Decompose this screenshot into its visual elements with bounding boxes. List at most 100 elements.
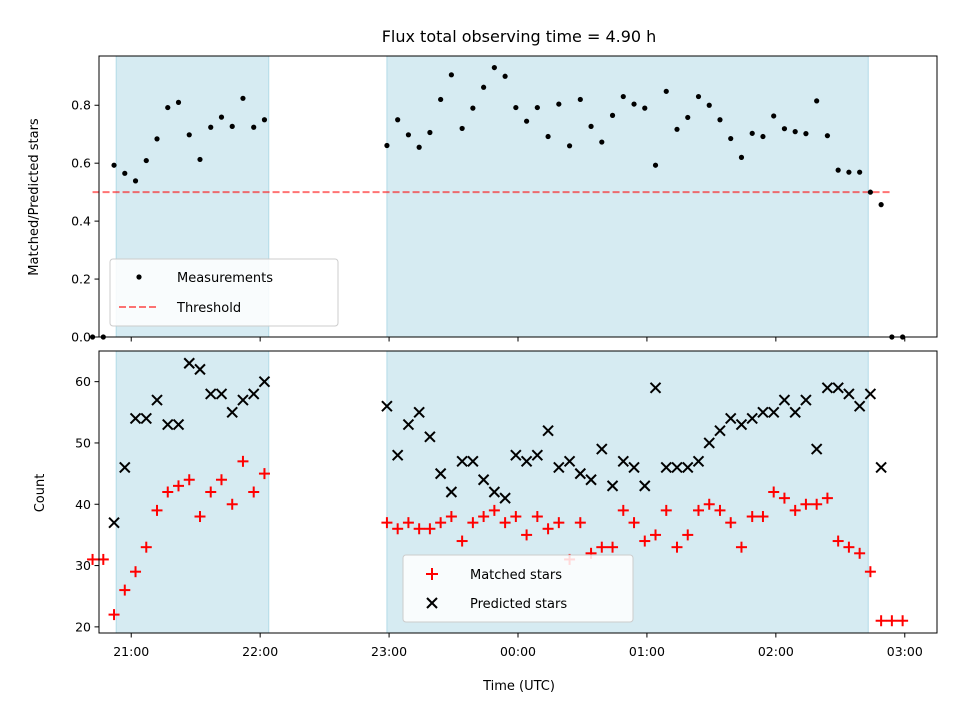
measurements-point xyxy=(534,104,540,111)
measurements-legend-label: Measurements xyxy=(177,271,273,286)
predicted-stars-point xyxy=(402,418,415,431)
measurements-point xyxy=(481,84,487,90)
measurements-point xyxy=(566,143,573,149)
predicted-stars-point xyxy=(821,382,834,394)
predicted-stars-point xyxy=(424,431,436,443)
measurements-point xyxy=(738,154,745,160)
matched-stars-point xyxy=(628,517,640,529)
matched-stars-point xyxy=(151,504,163,516)
predicted-stars-point xyxy=(162,418,174,431)
measurements-point xyxy=(857,169,863,175)
predicted-stars-point xyxy=(456,455,468,468)
matched-stars-point xyxy=(258,468,270,480)
predicted-stars-point xyxy=(671,461,683,474)
predicted-stars-point xyxy=(119,461,131,474)
matched-stars-point xyxy=(854,547,866,559)
matched-stars-point xyxy=(778,492,790,504)
predicted-stars-point xyxy=(488,486,501,498)
matched-stars-point xyxy=(746,511,758,523)
measurements-point xyxy=(814,98,820,104)
ratio-legend-box xyxy=(109,258,339,327)
ratio-y-ticks: 0.0 0.2 0.4 0.6 0.8 xyxy=(71,98,99,345)
measurements-point xyxy=(208,124,214,130)
measurements-point xyxy=(240,95,246,101)
matched-stars-point xyxy=(843,541,855,553)
matched-stars-point xyxy=(875,615,887,627)
measurements-point xyxy=(706,102,712,108)
predicted-stars-point xyxy=(129,412,142,425)
matched-legend-marker xyxy=(426,568,438,580)
predicted-stars-point xyxy=(660,461,672,474)
matched-stars-point xyxy=(671,541,683,553)
matched-stars-point xyxy=(768,486,780,498)
predicted-stars-point xyxy=(585,474,597,486)
matched-stars-point xyxy=(119,584,131,596)
predicted-stars-point xyxy=(510,449,522,461)
matched-stars-point xyxy=(510,511,522,523)
count-x-tick-label: 00:00 xyxy=(500,644,536,659)
count-y-tick-label: 40 xyxy=(75,497,91,512)
matched-stars-point xyxy=(789,504,801,516)
predicted-stars-point xyxy=(183,357,195,369)
matched-stars-point xyxy=(692,504,704,516)
count-observing-span-1 xyxy=(115,350,270,634)
measurements-point xyxy=(218,114,225,120)
predicted-stars-point xyxy=(413,406,425,419)
measurements-point xyxy=(588,123,594,129)
measurements-point xyxy=(229,123,235,129)
count-y-ticks: 20 30 40 50 60 xyxy=(75,374,99,634)
matched-stars-point xyxy=(660,504,672,516)
measurements-point xyxy=(89,334,96,340)
ratio-y-tick-label: 0.4 xyxy=(71,214,91,229)
predicted-stars-point xyxy=(542,424,554,437)
matched-stars-point xyxy=(435,517,447,529)
count-y-axis-label: Count xyxy=(33,474,48,513)
measurements-point xyxy=(502,73,508,79)
matched-stars-point xyxy=(821,492,833,504)
matched-stars-point xyxy=(596,541,608,553)
measurements-point xyxy=(631,101,637,107)
measurements-point xyxy=(416,144,422,150)
ratio-legend: Measurements Threshold xyxy=(109,258,339,327)
count-x-tick-label: 02:00 xyxy=(758,644,794,659)
predicted-stars-point xyxy=(853,400,866,412)
ratio-x-ticks xyxy=(130,337,906,342)
predicted-stars-point xyxy=(140,412,152,425)
predicted-stars-point xyxy=(205,388,217,400)
matched-stars-point xyxy=(897,615,909,627)
count-y-tick-label: 50 xyxy=(75,435,91,450)
count-x-tick-label: 01:00 xyxy=(629,644,665,659)
matched-stars-point xyxy=(97,553,109,565)
predicted-stars-point xyxy=(434,467,447,480)
predicted-stars-point xyxy=(703,437,715,449)
matched-stars-point xyxy=(650,529,662,541)
matched-stars-point xyxy=(553,517,565,529)
measurements-point xyxy=(824,133,831,139)
measurements-point xyxy=(577,96,583,103)
measurements-point xyxy=(132,178,139,184)
measurements-point xyxy=(803,131,809,137)
measurements-point xyxy=(523,118,530,124)
measurements-point xyxy=(685,114,691,121)
predicted-stars-point xyxy=(467,455,479,468)
predicted-stars-point xyxy=(553,461,565,474)
predicted-stars-point xyxy=(477,474,490,486)
count-x-ticks: 21:00 22:00 23:00 00:00 01:00 02:00 03:00 xyxy=(113,633,923,659)
matched-stars-point xyxy=(226,498,238,510)
predicted-stars-point xyxy=(735,418,748,431)
measurements-point xyxy=(781,126,788,132)
matched-stars-point xyxy=(108,609,120,621)
predicted-stars-point xyxy=(215,388,228,400)
matched-stars-point xyxy=(130,566,142,578)
predicted-stars-point xyxy=(639,480,651,492)
measurements-point xyxy=(261,117,268,123)
predicted-stars-point xyxy=(574,467,587,480)
matched-stars-point xyxy=(499,517,511,529)
matched-stars-point xyxy=(735,541,747,553)
predicted-stars-point xyxy=(757,406,769,419)
predicted-legend-marker xyxy=(426,597,438,609)
predicted-stars-point xyxy=(810,443,823,455)
matched-stars-point xyxy=(183,474,195,486)
predicted-stars-point xyxy=(725,412,737,425)
threshold-legend-label: Threshold xyxy=(176,301,241,316)
